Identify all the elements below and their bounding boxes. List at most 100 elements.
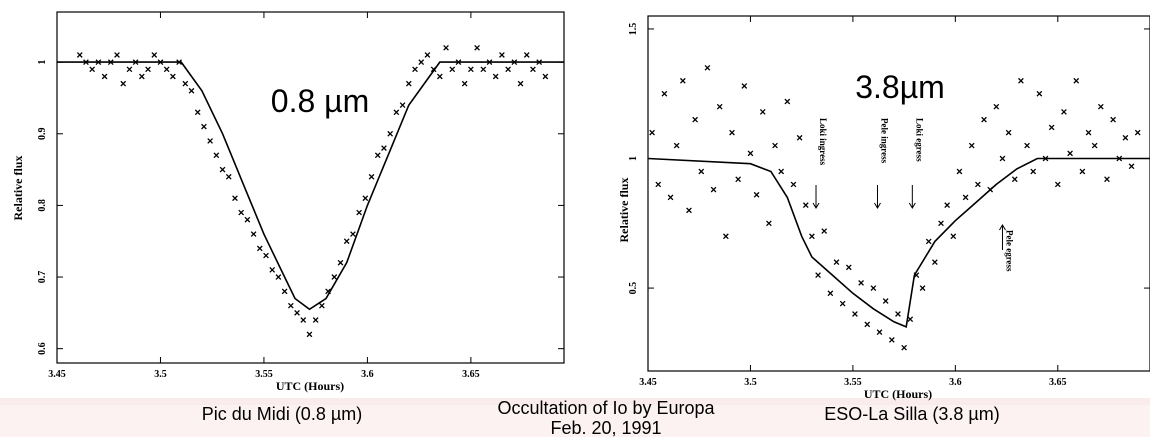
left-data-point — [201, 123, 207, 130]
left-data-point — [163, 66, 170, 73]
right-data-point — [692, 116, 698, 123]
right-data-point — [981, 116, 987, 123]
left-data-point — [387, 130, 394, 137]
left-data-point — [362, 195, 369, 202]
right-data-point — [649, 129, 655, 136]
left-data-point — [343, 238, 350, 245]
right-data-point — [1054, 181, 1061, 188]
left-data-point — [225, 173, 232, 180]
right-data-point — [944, 202, 951, 209]
right-annotation-label: Pele ingress — [879, 118, 889, 164]
right-data-point — [870, 285, 877, 291]
right-data-point — [667, 194, 674, 201]
left-data-point — [492, 73, 499, 80]
right-y-axis-label: Relative flux — [617, 178, 631, 243]
right-annotation-arrow — [908, 185, 916, 209]
left-x-tick-label: 3.45 — [48, 369, 66, 380]
right-data-point — [673, 142, 680, 149]
caption-band — [0, 398, 1150, 437]
left-data-point — [319, 302, 325, 309]
right-data-point — [882, 298, 889, 304]
right-data-point — [809, 233, 815, 240]
left-data-point — [145, 66, 151, 73]
right-x-tick-label: 3.55 — [844, 377, 862, 388]
left-x-ticks: 3.45 3.5 3.55 3.6 3.65 — [48, 12, 480, 380]
left-data-point — [250, 231, 257, 237]
left-data-point — [232, 195, 238, 202]
left-data-point — [381, 145, 387, 151]
right-data-point — [704, 64, 711, 71]
right-data-point — [759, 109, 766, 115]
right-data-point — [1079, 168, 1086, 175]
left-data-point — [542, 73, 549, 80]
right-data-point — [1134, 129, 1141, 136]
right-data-point — [1091, 142, 1098, 149]
right-x-ticks: 3.45 3.5 3.55 3.6 3.65 — [639, 16, 1067, 388]
right-data-point — [686, 207, 692, 214]
right-y-tick-label: 1 — [628, 156, 639, 161]
left-data-point — [399, 102, 406, 108]
right-data-point — [790, 181, 797, 188]
left-data-point — [238, 209, 245, 216]
left-data-point — [517, 80, 524, 87]
right-annotation-label: Loki egress — [914, 118, 924, 162]
caption-band-fill — [0, 398, 1150, 437]
left-chart-title: 0.8 µm — [271, 83, 369, 119]
left-data-point — [263, 252, 269, 259]
left-data-point — [505, 66, 511, 73]
right-data-point — [1104, 176, 1110, 183]
right-data-points — [649, 64, 1141, 351]
right-data-point — [815, 272, 821, 278]
left-data-point — [120, 80, 127, 87]
right-data-point — [710, 186, 717, 193]
right-data-point — [950, 233, 957, 240]
right-data-point — [839, 300, 846, 307]
right-data-point — [741, 83, 748, 89]
left-y-tick-label: 1 — [37, 60, 48, 65]
right-annotation-arrow — [874, 185, 881, 209]
left-data-point — [138, 73, 145, 80]
right-data-point — [845, 264, 852, 271]
right-y-ticks: 0.5 1 1.5 — [628, 23, 1150, 294]
left-data-point — [194, 109, 201, 116]
right-data-point — [931, 259, 938, 266]
left-data-point — [76, 52, 83, 58]
left-data-point — [244, 216, 251, 223]
left-data-point — [256, 245, 263, 252]
left-data-point — [300, 317, 307, 323]
right-data-point — [956, 168, 963, 175]
left-data-point — [331, 274, 338, 280]
left-data-point — [436, 73, 443, 80]
left-data-point — [188, 87, 195, 94]
left-data-point — [449, 66, 456, 73]
right-data-point — [1097, 103, 1104, 110]
right-data-point — [895, 311, 901, 317]
right-data-point — [679, 77, 686, 84]
left-x-axis-label: UTC (Hours) — [276, 379, 344, 393]
left-data-point — [151, 52, 158, 58]
right-data-point — [919, 285, 926, 291]
right-data-point — [827, 290, 834, 297]
right-data-point — [938, 220, 944, 227]
right-data-point — [796, 134, 803, 141]
right-x-tick-label: 3.6 — [949, 377, 962, 388]
right-annotations: Loki ingress Pele ingress Loki egress Pele … — [812, 118, 1014, 272]
left-plot-frame — [56, 11, 565, 364]
left-data-point — [356, 209, 362, 216]
right-data-point — [975, 181, 981, 188]
right-data-point — [1048, 124, 1055, 131]
left-data-point — [89, 66, 96, 73]
left-y-tick-label: 0.8 — [37, 199, 48, 212]
left-data-point — [393, 109, 400, 116]
left-data-point — [368, 173, 375, 180]
right-data-point — [766, 220, 772, 227]
left-data-point — [468, 66, 474, 73]
left-data-point — [337, 259, 344, 266]
left-data-point — [374, 152, 381, 159]
right-plot-frame — [647, 15, 1150, 372]
right-data-point — [999, 155, 1006, 162]
left-data-points — [76, 44, 549, 338]
left-data-point — [101, 73, 108, 80]
left-data-point — [182, 80, 189, 87]
right-data-point — [858, 280, 864, 286]
